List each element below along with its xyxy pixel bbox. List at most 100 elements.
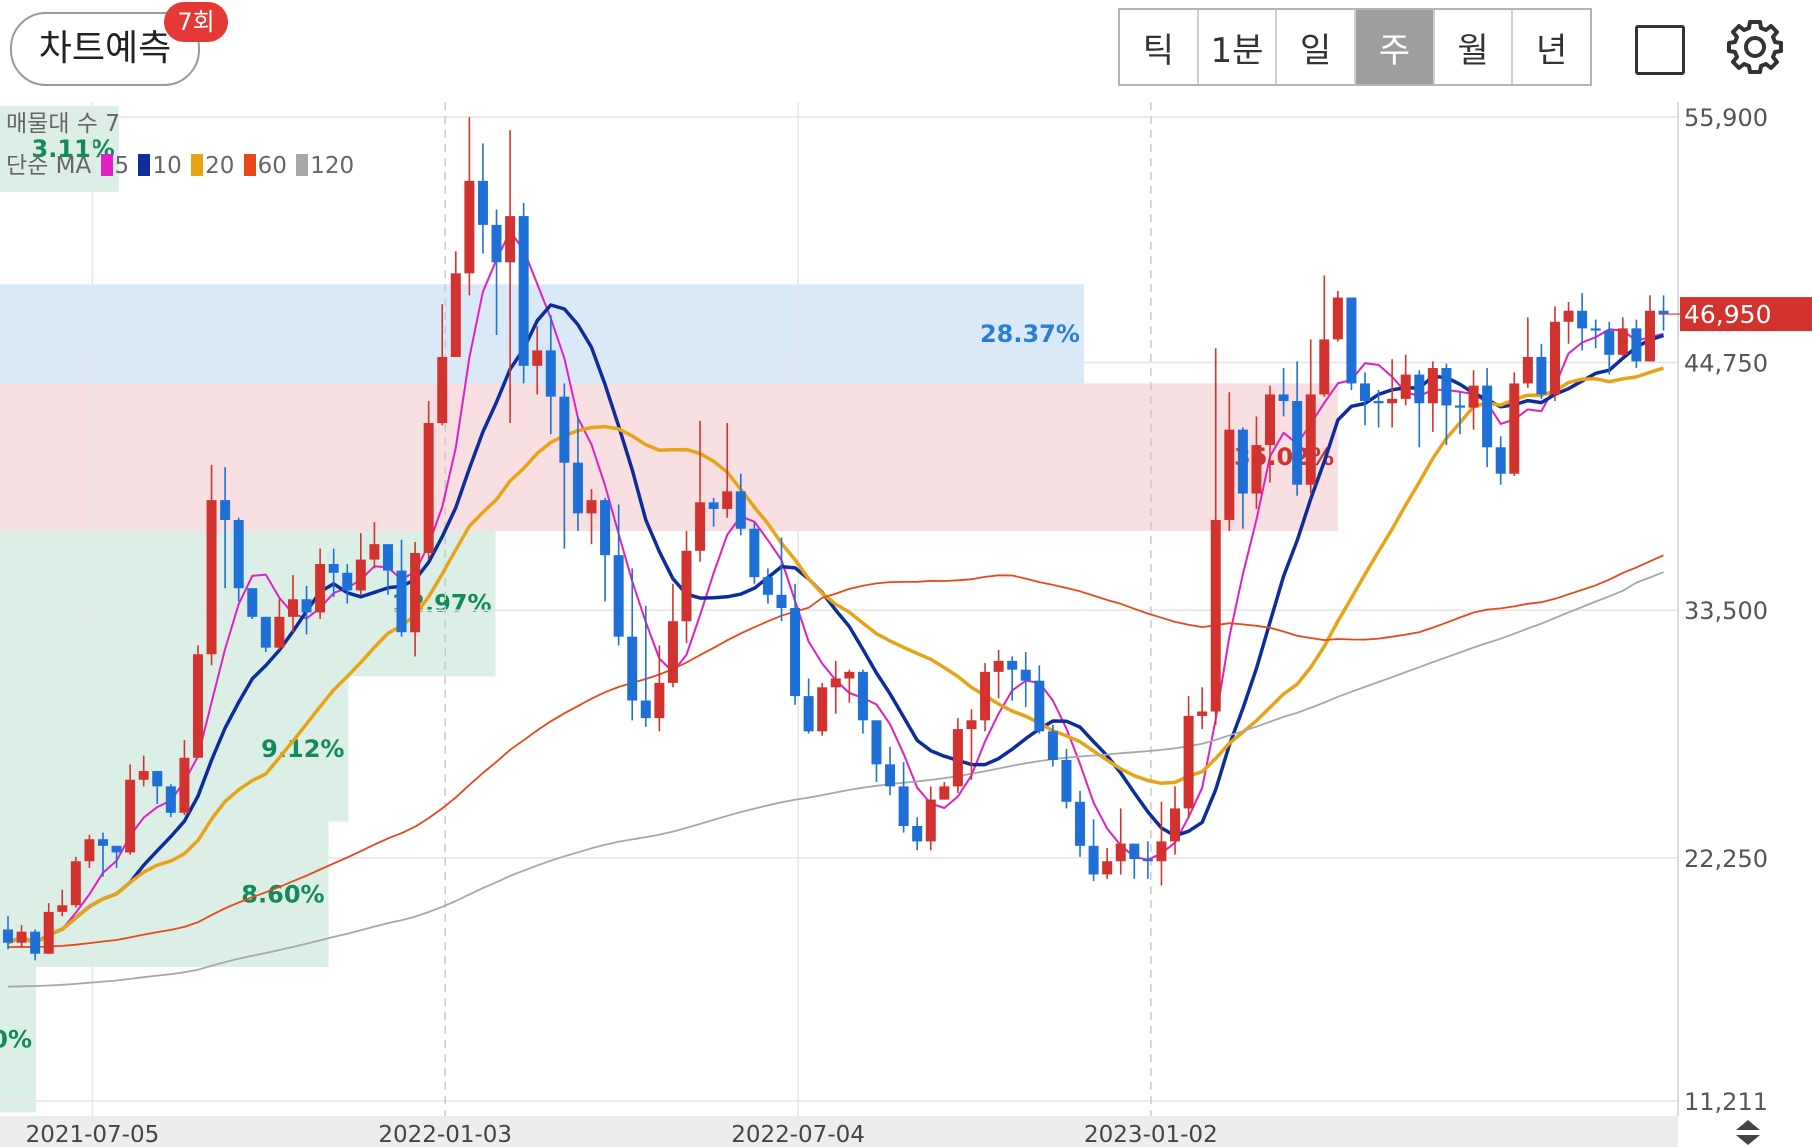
tab-tick[interactable]: 틱 (1120, 10, 1199, 84)
tab-week[interactable]: 주 (1356, 10, 1435, 84)
candle-up (84, 839, 95, 862)
volume-profile-percent: 9.12% (261, 735, 344, 763)
candle-up (830, 678, 841, 688)
candle-down (1631, 328, 1642, 362)
candle-up (681, 550, 692, 622)
candle-down (342, 572, 353, 591)
candle-down (885, 764, 896, 787)
candle-up (423, 423, 434, 553)
candle-up (1549, 321, 1560, 395)
ma20-swatch (191, 154, 204, 176)
candle-up (125, 779, 136, 853)
candle-up (1210, 519, 1221, 712)
candle-up (925, 799, 936, 842)
volume-profile-bar (0, 105, 119, 192)
candle-down (1047, 731, 1058, 760)
candle-up (179, 757, 190, 813)
candle-down (1034, 680, 1045, 732)
candle-up (1183, 715, 1194, 809)
candle-up (939, 786, 950, 800)
x-tick-label: 2023-01-02 (1084, 1122, 1218, 1147)
candle-up (952, 729, 963, 787)
candle-down (477, 180, 488, 225)
candles (3, 117, 1669, 961)
candle-down (220, 500, 231, 520)
candle-up (355, 559, 366, 591)
chart-axes: 55,900 44,750 33,500 22,250 11,211 2021-07-05… (0, 104, 1812, 1147)
candle-up (1644, 310, 1655, 362)
candle-up (1102, 861, 1113, 875)
scroll-arrows-icon[interactable] (1732, 1118, 1764, 1147)
candle-down (382, 544, 393, 571)
candle-up (817, 687, 828, 732)
candle-down (491, 224, 502, 263)
candle-up (695, 502, 706, 551)
x-tick-label: 2021-07-05 (26, 1122, 160, 1147)
candle-up (1251, 445, 1262, 494)
y-tick-label: 11,211 (1684, 1088, 1768, 1116)
y-tick-label: 22,250 (1684, 845, 1768, 873)
candle-down (152, 770, 163, 787)
candle-down (1658, 310, 1669, 315)
candle-down (518, 216, 529, 366)
ma20-line (7, 366, 1665, 945)
candle-down (3, 929, 13, 943)
candle-down (1495, 447, 1506, 474)
candle-down (1441, 368, 1452, 406)
tab-1min[interactable]: 1분 (1199, 10, 1278, 84)
candle-up (315, 563, 326, 613)
tab-day[interactable]: 일 (1277, 10, 1357, 84)
ma10-swatch (138, 154, 151, 176)
candle-down (247, 588, 258, 617)
ma120-label: 120 (310, 153, 355, 179)
candle-up (1305, 394, 1316, 485)
candle-down (762, 577, 773, 595)
x-tick-label: 2022-07-04 (731, 1122, 865, 1147)
candle-up (1224, 429, 1235, 520)
candle-up (532, 350, 543, 366)
ma5-swatch (100, 154, 113, 176)
gear-icon[interactable] (1726, 18, 1784, 76)
tab-month[interactable]: 월 (1435, 10, 1514, 84)
candle-up (1468, 385, 1479, 408)
ma60-line (7, 554, 1664, 948)
y-tick-label: 44,750 (1684, 350, 1768, 378)
candle-down (1590, 328, 1601, 331)
candle-up (1617, 328, 1628, 355)
candle-down (735, 491, 746, 529)
candle-up (1400, 374, 1411, 399)
candle-down (1604, 330, 1615, 355)
candle-down (857, 671, 868, 721)
candle-down (627, 636, 638, 701)
candle-down (1360, 383, 1370, 402)
ma-legend: 단순 MA 5 10 20 60 120 (6, 146, 354, 180)
candle-up (450, 273, 461, 358)
ma20-label: 20 (205, 153, 235, 179)
tab-year[interactable]: 년 (1536, 30, 1568, 71)
candle-down (97, 839, 108, 846)
candle-up (1156, 841, 1167, 862)
candle-down (545, 350, 556, 397)
candle-down (1373, 401, 1384, 404)
y-tick-label: 33,500 (1684, 597, 1768, 625)
current-price-label: 46,950 (1684, 300, 1771, 329)
candle-up (1387, 398, 1398, 404)
ma60-swatch (243, 154, 256, 176)
candle-down (30, 931, 41, 954)
x-tick-label: 2022-01-03 (378, 1122, 512, 1147)
candle-down (640, 700, 651, 719)
candle-down (1007, 660, 1018, 670)
square-icon[interactable] (1635, 25, 1685, 75)
candle-up (1115, 843, 1126, 862)
candle-down (708, 502, 719, 509)
chart-predict-label: 차트예측 (38, 28, 172, 69)
ma60-label: 60 (257, 153, 287, 179)
candle-down (1088, 845, 1099, 875)
volume-profile-percent: 35.02% (1234, 443, 1334, 471)
candle-up (844, 671, 855, 679)
candle-down (111, 845, 122, 853)
y-tick-label: 55,900 (1684, 104, 1768, 132)
candle-up (1319, 339, 1330, 395)
ma-legend-title: 단순 MA (6, 153, 92, 179)
